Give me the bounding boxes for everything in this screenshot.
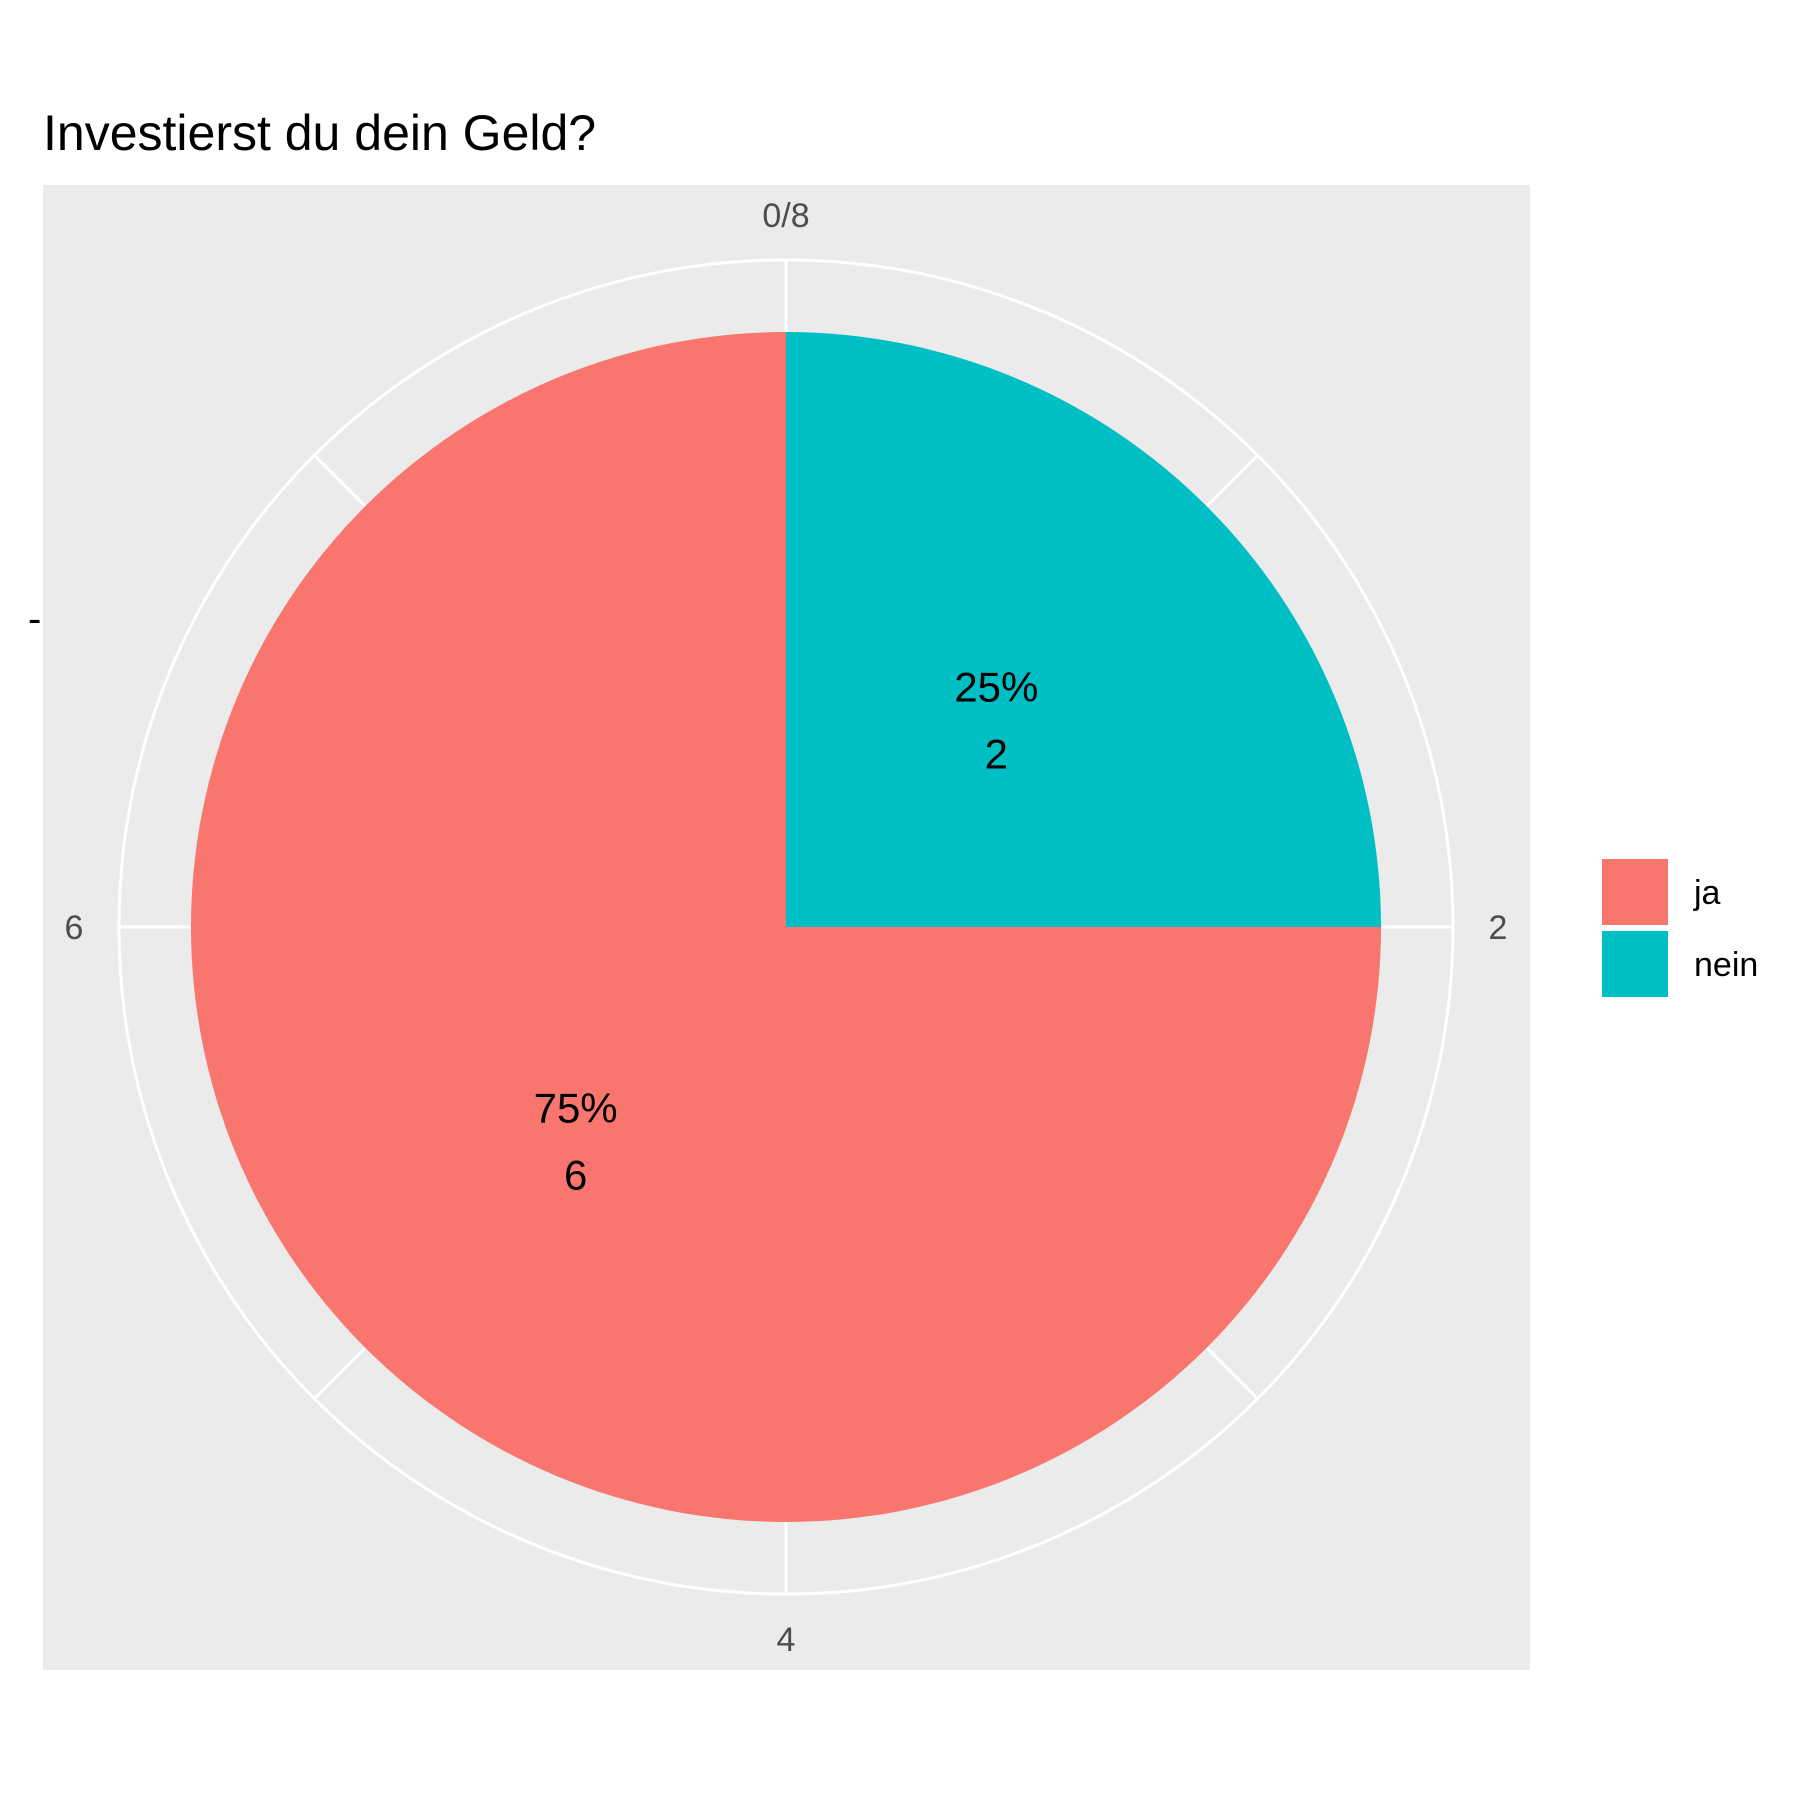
legend-key-ja xyxy=(1600,857,1670,927)
pie-slice-nein xyxy=(786,332,1381,927)
chart-title: Investierst du dein Geld? xyxy=(43,105,596,161)
legend-label: ja xyxy=(1693,874,1721,912)
angle-tick-label: 0/8 xyxy=(762,197,809,235)
legend-label: nein xyxy=(1694,946,1758,984)
angle-tick-label: 6 xyxy=(65,909,84,947)
pie-slice-ja xyxy=(191,332,1381,1522)
slice-percent-label: 75% xyxy=(534,1084,618,1131)
ticks-layer: 0/8 2 4 6 xyxy=(65,197,1508,1659)
slices-layer xyxy=(191,332,1381,1522)
slice-labels-layer: 25% 2 75% 6 xyxy=(534,664,1039,1199)
legend-key-nein xyxy=(1600,929,1670,999)
slice-count-label: 6 xyxy=(564,1151,587,1198)
legend: ja nein xyxy=(1600,857,1758,999)
y-axis-label: - xyxy=(28,597,41,641)
slice-percent-label: 25% xyxy=(954,664,1038,711)
angle-tick-label: 2 xyxy=(1489,909,1508,947)
slice-count-label: 2 xyxy=(985,731,1008,778)
angle-tick-label: 4 xyxy=(777,1621,796,1659)
